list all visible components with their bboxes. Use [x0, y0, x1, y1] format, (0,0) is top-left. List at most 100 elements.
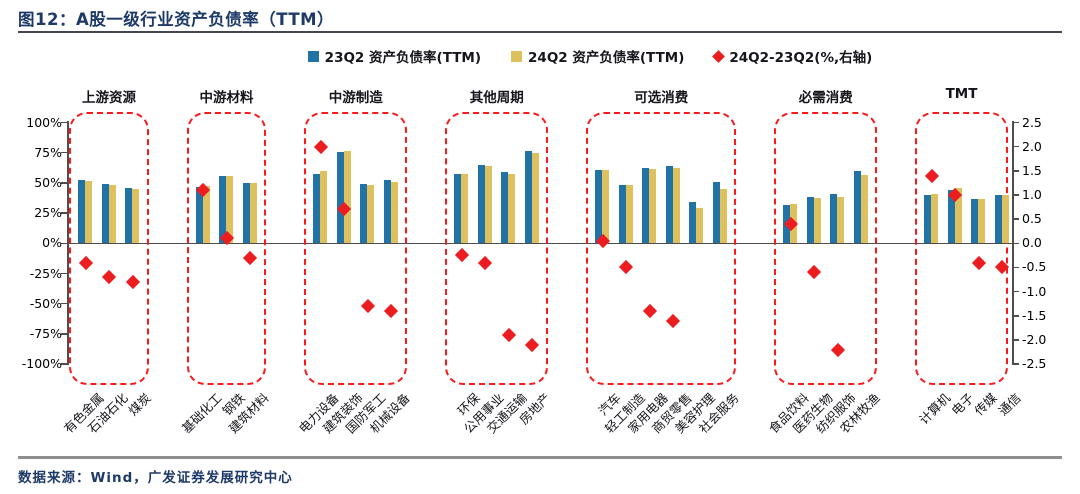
right-axis-tick [1013, 194, 1019, 196]
group-header: 上游资源 [82, 90, 136, 106]
bar-24q2 [108, 184, 116, 244]
bar-23q2 [125, 187, 132, 244]
left-axis-tick [61, 333, 67, 335]
bar-24q2 [226, 176, 233, 244]
legend-square-swatch-23q2 [307, 50, 319, 62]
bar-24q2 [85, 180, 92, 244]
right-axis-tick [1013, 315, 1019, 317]
bar-24q2 [602, 170, 609, 244]
bar-23q2 [830, 194, 837, 244]
zero-line [68, 242, 1012, 245]
legend-label-23q2: 23Q2 资产负债率(TTM) [324, 50, 482, 66]
legend-square-swatch-24q2 [511, 50, 523, 62]
left-axis-tick [61, 272, 67, 275]
group-header: 中游制造 [328, 90, 383, 106]
bar-23q2 [853, 170, 861, 244]
bar-24q2 [696, 208, 703, 244]
title-rule [18, 31, 1062, 33]
bar-24q2 [508, 173, 515, 244]
left-axis-tick [61, 242, 67, 245]
legend-label-24q2: 24Q2 资产负债率(TTM) [528, 50, 685, 66]
footer-rule [18, 456, 1062, 459]
right-axis-tick [1013, 242, 1019, 245]
bar-23q2 [642, 167, 649, 244]
left-axis-tick-label: -100% [21, 356, 62, 372]
bar-23q2 [665, 166, 673, 244]
group-box [586, 112, 737, 385]
right-axis-tick [1013, 218, 1019, 220]
right-axis-tick-label: -2.5 [1022, 356, 1047, 372]
right-axis-tick [1013, 290, 1019, 293]
bar-24q2 [931, 194, 938, 244]
bar-24q2 [719, 189, 727, 244]
bar-24q2 [132, 188, 139, 244]
bar-23q2 [689, 202, 696, 244]
bar-23q2 [971, 198, 978, 244]
legend-label-diff: 24Q2-23Q2(%,右轴) [729, 50, 873, 66]
bar-23q2 [524, 150, 532, 244]
right-axis-line [1012, 121, 1014, 365]
right-axis-tick [1013, 121, 1019, 124]
right-axis-tick-label: 2.0 [1022, 138, 1042, 154]
right-axis-tick-label: -1.0 [1022, 283, 1047, 299]
bar-23q2 [501, 171, 508, 244]
legend-item-24q2: 24Q2 资产负债率(TTM) [511, 46, 684, 66]
right-axis-tick [1013, 170, 1019, 172]
right-axis-tick-label: -0.5 [1022, 259, 1047, 275]
left-axis-line [67, 121, 69, 365]
right-axis-tick-label: 1.0 [1022, 186, 1042, 202]
right-axis-tick-label: 1.5 [1022, 162, 1042, 178]
group-header: 其他周期 [469, 90, 524, 106]
group-header: 必需消费 [798, 90, 853, 106]
bar-24q2 [390, 182, 398, 244]
x-axis-label: 基础化工 [178, 390, 225, 437]
legend-item-23q2: 23Q2 资产负债率(TTM) [307, 46, 482, 66]
bar-24q2 [860, 174, 868, 244]
right-axis-tick-label: 0.5 [1022, 211, 1042, 227]
data-source: 数据来源：Wind，广发证券发展研究中心 [18, 470, 293, 486]
bar-23q2 [195, 187, 203, 244]
left-axis-tick-label: 0% [42, 235, 62, 251]
left-axis-tick-label: -25% [29, 265, 62, 281]
group-box [304, 112, 408, 385]
bar-24q2 [202, 185, 210, 244]
legend-item-diff: 24Q2-23Q2(%,右轴) [712, 46, 873, 66]
bar-24q2 [649, 169, 656, 244]
left-axis-tick [61, 121, 67, 124]
bar-23q2 [78, 180, 85, 244]
right-axis-tick-label: 0.0 [1022, 235, 1042, 251]
bar-24q2 [625, 185, 633, 244]
bar-23q2 [454, 173, 461, 244]
left-axis-tick [61, 212, 67, 214]
x-axis-label: 通信 [995, 390, 1024, 419]
bar-23q2 [947, 189, 955, 244]
group-box [445, 112, 549, 385]
bar-23q2 [360, 183, 367, 244]
group-box [69, 112, 149, 385]
bar-24q2 [837, 196, 844, 244]
bar-23q2 [477, 165, 485, 244]
group-box [915, 112, 1008, 385]
right-axis-tick [1013, 145, 1019, 148]
group-header: 中游材料 [199, 90, 254, 106]
right-axis-tick [1013, 266, 1019, 269]
left-axis-tick-label: 100% [26, 114, 62, 130]
bar-23q2 [336, 152, 344, 244]
x-axis-label: 煤炭 [125, 390, 155, 419]
bar-24q2 [531, 153, 539, 244]
bar-23q2 [595, 170, 602, 244]
left-axis-tick [61, 302, 67, 305]
bar-23q2 [219, 176, 226, 244]
left-axis-tick-label: -75% [29, 325, 62, 341]
bar-23q2 [618, 184, 626, 244]
bar-23q2 [924, 195, 931, 244]
group-header: 可选消费 [634, 90, 689, 106]
left-axis-tick-label: 50% [34, 174, 62, 190]
bar-23q2 [712, 182, 720, 244]
left-axis-tick-label: 75% [34, 144, 62, 160]
bar-24q2 [367, 185, 374, 244]
right-axis-tick-label: -1.5 [1022, 307, 1047, 323]
bar-24q2 [484, 165, 492, 244]
